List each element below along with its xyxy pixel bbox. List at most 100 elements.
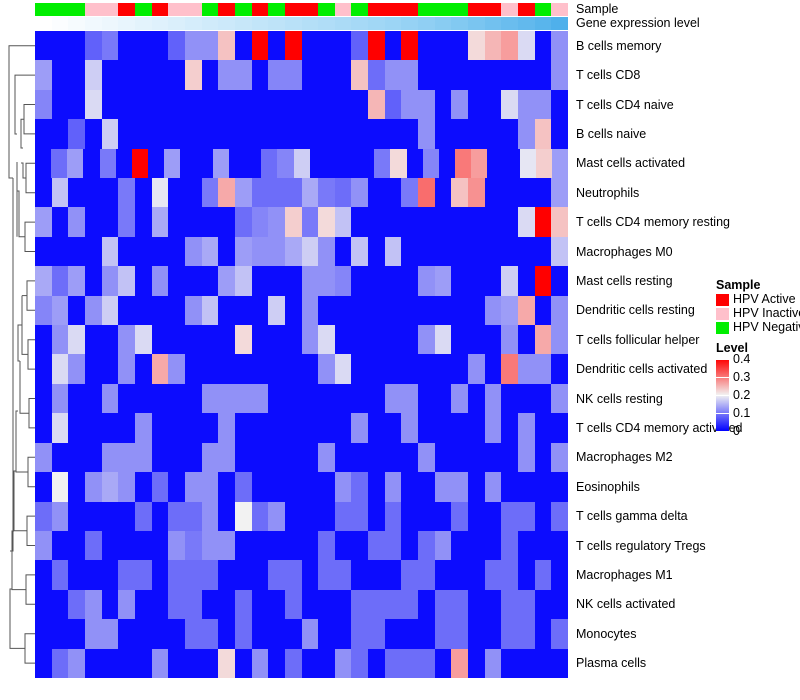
gene-expression-annotation-bar — [35, 17, 568, 30]
heatmap-cell — [184, 89, 202, 120]
heatmap-cell — [134, 472, 152, 502]
heatmap-cell — [318, 207, 335, 237]
heatmap-cell — [501, 589, 519, 620]
heatmap-cell — [518, 207, 535, 237]
heatmap-cell — [318, 648, 335, 678]
heatmap-cell — [451, 472, 469, 502]
heatmap-cell — [35, 295, 52, 326]
heatmap-cell — [168, 648, 185, 678]
heatmap-cell — [487, 148, 504, 179]
heatmap-cell — [501, 383, 519, 414]
heatmap-cell — [284, 560, 302, 590]
heatmap-cell — [251, 648, 269, 678]
heatmap-cell — [101, 89, 119, 120]
gene-expression-annotation-cell — [51, 17, 69, 30]
heatmap-cell — [384, 60, 402, 90]
heatmap-cell — [251, 354, 269, 384]
heatmap-cell — [351, 383, 369, 414]
heatmap-cell — [551, 501, 568, 531]
heatmap-row — [35, 648, 568, 678]
heatmap-cell — [84, 89, 102, 120]
heatmap-cell — [468, 31, 485, 61]
row-label: Macrophages M0 — [576, 244, 673, 259]
heatmap-cell — [184, 472, 202, 502]
row-label: B cells naive — [576, 126, 647, 141]
heatmap-cell — [101, 354, 119, 384]
heatmap-cell — [51, 119, 69, 149]
gene-expression-annotation-cell — [334, 17, 352, 30]
row-label: Macrophages M1 — [576, 568, 673, 583]
heatmap-cell — [251, 89, 269, 120]
heatmap-cell — [301, 501, 319, 531]
sample-annotation-cell — [418, 3, 435, 16]
heatmap-cell — [434, 383, 452, 414]
heatmap-row — [35, 530, 568, 561]
heatmap-cell — [418, 442, 435, 473]
heatmap-cell — [84, 383, 102, 414]
heatmap-cell — [84, 207, 102, 237]
heatmap-cell — [148, 148, 165, 179]
heatmap-cell — [501, 178, 519, 208]
heatmap-cell — [134, 413, 152, 443]
heatmap-cell — [251, 31, 269, 61]
sample-annotation-cell — [168, 3, 185, 16]
heatmap-cell — [51, 619, 69, 649]
heatmap-cell — [484, 560, 502, 590]
heatmap-cell — [284, 119, 302, 149]
row-label: T cells gamma delta — [576, 509, 688, 524]
heatmap-cell — [35, 383, 52, 414]
heatmap-cell — [218, 413, 235, 443]
heatmap-cell — [468, 266, 485, 296]
heatmap-cell — [134, 207, 152, 237]
heatmap-cell — [368, 530, 385, 561]
heatmap-cell — [451, 589, 469, 620]
heatmap-cell — [551, 589, 568, 620]
heatmap-cell — [334, 413, 352, 443]
row-label: T cells CD4 memory resting — [576, 215, 730, 230]
heatmap-cell — [384, 560, 402, 590]
sample-annotation-cell — [534, 3, 552, 16]
gene-expression-annotation-cell — [484, 17, 502, 30]
heatmap-cell — [68, 325, 85, 355]
heatmap-cell — [118, 383, 135, 414]
heatmap-cell — [501, 60, 519, 90]
heatmap-cell — [468, 325, 485, 355]
heatmap-cell — [551, 648, 568, 678]
heatmap-cell — [51, 530, 69, 561]
heatmap-cell — [534, 266, 552, 296]
heatmap-cell — [118, 295, 135, 326]
heatmap-cell — [67, 148, 84, 179]
heatmap-cell — [484, 207, 502, 237]
heatmap-cell — [234, 119, 252, 149]
heatmap-cell — [418, 207, 435, 237]
heatmap-cell — [268, 60, 285, 90]
heatmap-cell — [168, 89, 185, 120]
heatmap-cell — [84, 413, 102, 443]
heatmap-cell — [101, 442, 119, 473]
heatmap-cell — [301, 178, 319, 208]
heatmap-cell — [451, 530, 469, 561]
heatmap-row — [35, 354, 568, 384]
heatmap-cell — [551, 295, 568, 326]
heatmap-cell — [358, 148, 375, 179]
heatmap-cell — [84, 501, 102, 531]
heatmap-cell — [534, 119, 552, 149]
heatmap-cell — [434, 560, 452, 590]
heatmap-cell — [301, 442, 319, 473]
heatmap-cell — [519, 148, 536, 179]
gene-expression-annotation-cell — [368, 17, 385, 30]
heatmap-cell — [318, 589, 335, 620]
heatmap-cell — [251, 530, 269, 561]
heatmap-cell — [301, 648, 319, 678]
heatmap-cell — [534, 619, 552, 649]
row-label: Mast cells resting — [576, 273, 673, 288]
heatmap-cell — [334, 178, 352, 208]
heatmap-cell — [68, 472, 85, 502]
heatmap-cell — [201, 560, 219, 590]
heatmap-cell — [234, 530, 252, 561]
heatmap-cell — [534, 207, 552, 237]
heatmap-cell — [168, 472, 185, 502]
heatmap-cell — [518, 560, 535, 590]
heatmap-cell — [434, 589, 452, 620]
heatmap-cell — [218, 354, 235, 384]
